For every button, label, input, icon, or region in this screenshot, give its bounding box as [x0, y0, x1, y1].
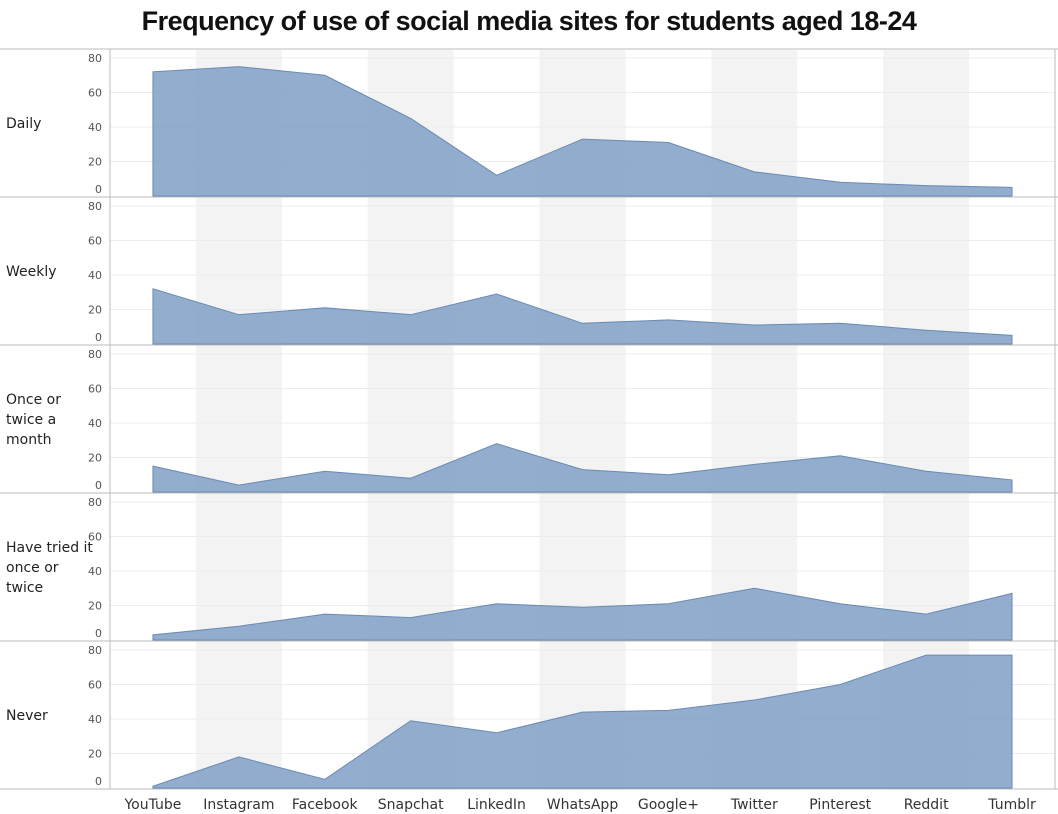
- y-tick-label: 0: [95, 183, 102, 196]
- row-label-weekly: Weekly: [6, 263, 57, 280]
- y-tick-label: 20: [88, 452, 102, 465]
- series-areas: [152, 66, 1013, 789]
- y-tick-label: 80: [88, 52, 102, 65]
- x-tick-label: Google+: [638, 797, 699, 813]
- y-tick-label: 20: [88, 748, 102, 761]
- x-tick-labels: YouTube Instagram Facebook Snapchat LinkedIn…: [123, 797, 1036, 813]
- row-label-monthly: Once or twice a month: [6, 391, 61, 448]
- chart-title: Frequency of use of social media sites f…: [141, 6, 917, 36]
- y-tick-label: 40: [88, 713, 102, 726]
- y-tick-label: 40: [88, 417, 102, 430]
- area-have-tried-it-once-or-twice: [152, 587, 1013, 641]
- x-tick-label: WhatsApp: [547, 797, 619, 813]
- y-tick-label: 60: [88, 383, 102, 396]
- y-tick-label: 80: [88, 200, 102, 213]
- y-tick-label: 80: [88, 644, 102, 657]
- area-once-or-twice-a-month: [152, 443, 1013, 493]
- x-tick-label: Instagram: [203, 797, 274, 813]
- y-tick-label: 0: [95, 479, 102, 492]
- y-tick-label: 40: [88, 121, 102, 134]
- row-label-never: Never: [6, 707, 48, 724]
- y-tick-label: 0: [95, 775, 102, 788]
- x-tick-label: Pinterest: [809, 797, 871, 813]
- x-tick-label: YouTube: [123, 797, 181, 813]
- area-daily: [152, 66, 1013, 197]
- y-tick-label: 20: [88, 304, 102, 317]
- y-tick-label: 40: [88, 565, 102, 578]
- y-tick-label: 60: [88, 679, 102, 692]
- row-label-tried: Have tried it once or twice: [6, 539, 93, 596]
- x-tick-label: Snapchat: [378, 797, 444, 813]
- axes: [0, 48, 1058, 790]
- row-label-daily: Daily: [6, 115, 42, 132]
- y-tick-labels: 0 20 40 60 80 0 20 40 60 80 0 20 40 60 80 0 20 40 60 80 0 20 4…: [88, 52, 102, 788]
- y-tick-label: 80: [88, 348, 102, 361]
- x-tick-label: Twitter: [730, 797, 778, 813]
- x-tick-label: LinkedIn: [467, 797, 526, 813]
- y-tick-label: 0: [95, 331, 102, 344]
- area-weekly: [152, 288, 1013, 345]
- y-tick-label: 60: [88, 87, 102, 100]
- x-tick-label: Tumblr: [987, 797, 1036, 813]
- x-tick-label: Reddit: [904, 797, 949, 813]
- y-tick-label: 60: [88, 235, 102, 248]
- area-never: [152, 654, 1013, 789]
- y-tick-label: 20: [88, 156, 102, 169]
- y-tick-label: 80: [88, 496, 102, 509]
- y-tick-label: 40: [88, 269, 102, 282]
- gridlines: [110, 57, 1055, 754]
- y-tick-label: 60: [88, 531, 102, 544]
- y-tick-label: 0: [95, 627, 102, 640]
- y-tick-label: 20: [88, 600, 102, 613]
- column-band: [711, 50, 798, 789]
- x-tick-label: Facebook: [292, 797, 359, 813]
